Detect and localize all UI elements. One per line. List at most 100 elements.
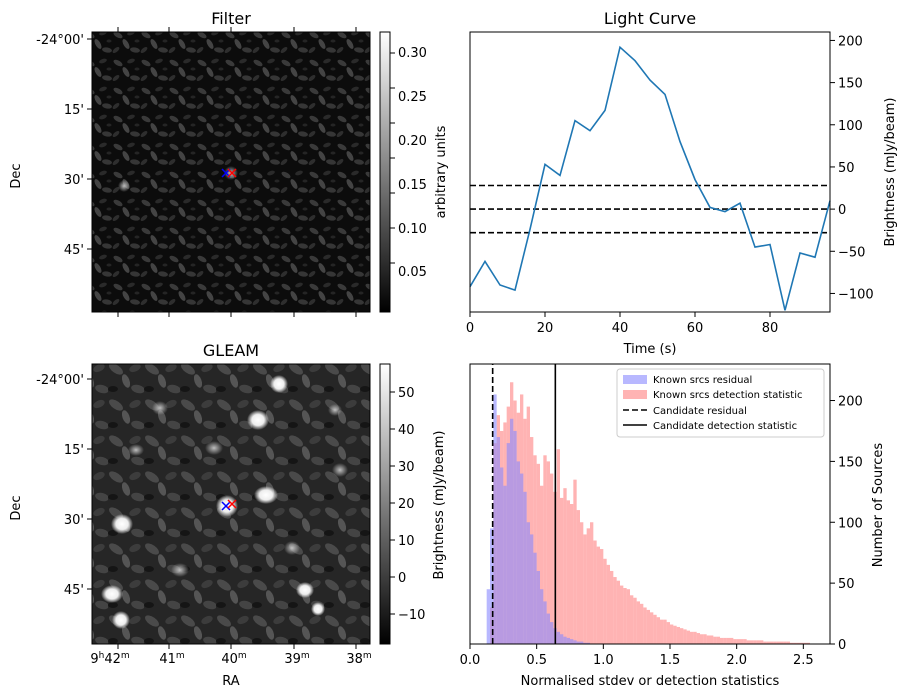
colorbar-tick-label: 0.30 <box>398 46 427 61</box>
light-curve-axes-frame <box>469 31 831 313</box>
gleam-panel: GLEAM -24°00' <box>9 341 425 689</box>
x-tick-label: 0.5 <box>526 653 547 668</box>
histogram-bar <box>536 570 540 644</box>
histogram-bar <box>523 491 527 644</box>
histogram-bar <box>533 455 537 644</box>
y-tick-label: 100 <box>838 516 863 531</box>
x-tick-label: 1.0 <box>593 653 614 668</box>
x-tick-label: 2.0 <box>726 653 747 668</box>
histogram-bar <box>566 637 570 644</box>
histogram-bar <box>700 634 704 644</box>
histogram-bar <box>740 639 744 644</box>
histogram-bar <box>706 635 710 644</box>
histogram-bar <box>583 534 587 644</box>
gleam-xlabel: RA <box>222 674 240 689</box>
histogram-x-ticks: 0.0 0.5 1.0 1.5 2.0 2.5 <box>460 644 814 668</box>
histogram-bar <box>550 622 554 644</box>
dec-tick-label: 30' <box>64 513 84 528</box>
histogram-bar <box>573 479 577 644</box>
dec-tick-label: 15' <box>64 103 84 118</box>
histogram-bar <box>716 636 720 644</box>
gleam-ylabel: Dec <box>9 495 24 520</box>
histogram-left-ylabel: Brightness (mJy/beam) <box>432 431 447 580</box>
histogram-bar <box>623 588 627 644</box>
histogram-bar <box>530 534 534 644</box>
histogram-bar <box>690 631 694 644</box>
histogram-bar <box>543 455 547 644</box>
histogram-bar <box>646 609 650 644</box>
histogram-bar <box>563 488 567 644</box>
gleam-candidate-marker <box>221 499 237 511</box>
histogram-bar <box>563 636 567 644</box>
x-tick-label: 0 <box>466 321 474 336</box>
colorbar-tick-label: 0.05 <box>398 265 427 280</box>
histogram-bar <box>723 637 727 644</box>
histogram-bar <box>620 585 624 644</box>
legend-label: Known srcs detection statistic <box>653 390 802 401</box>
histogram-bar <box>676 626 680 644</box>
histogram-bar <box>753 640 757 644</box>
histogram-bar <box>516 461 520 644</box>
histogram-bar <box>540 589 544 644</box>
gleam-dec-ticks: -24°00' 15' 30' 45' <box>36 373 92 598</box>
histogram-bar <box>730 637 734 644</box>
histogram-y-ticks: 200 150 100 50 0 <box>830 395 863 653</box>
histogram-bar <box>610 570 614 644</box>
colorbar-tick-label: −10 <box>398 608 425 623</box>
histogram-bar <box>493 394 497 644</box>
histogram-right-ylabel: Number of Sources <box>871 443 886 568</box>
histogram-bar <box>660 619 664 644</box>
legend-label: Candidate detection statistic <box>653 421 797 432</box>
colorbar-tick-label: 0.10 <box>398 222 427 237</box>
histogram-bar <box>526 522 530 644</box>
histogram-bar <box>656 617 660 644</box>
colorbar-tick-label: 0.25 <box>398 90 427 105</box>
histogram-bar <box>543 601 547 644</box>
colorbar-tick-label: 10 <box>398 534 415 549</box>
histogram-bar <box>586 528 590 644</box>
y-tick-label: 200 <box>838 34 863 49</box>
red-cross-icon <box>227 499 237 509</box>
histogram-bar <box>503 485 507 644</box>
histogram-bar <box>560 497 564 644</box>
histogram-bar <box>803 642 807 644</box>
histogram-bar <box>666 622 670 644</box>
y-tick-label: 200 <box>838 395 863 410</box>
dec-tick-label: -24°00' <box>36 33 84 48</box>
filter-candidate-marker <box>221 168 237 178</box>
dec-tick-label: -24°00' <box>36 373 84 388</box>
histogram-bar <box>796 642 800 644</box>
histogram-bar <box>633 597 637 644</box>
dec-tick-label: 30' <box>64 173 84 188</box>
histogram-bar <box>513 430 517 644</box>
gleam-ra-ticks: 9h42m 41m 40m 39m 38m <box>90 644 372 667</box>
y-tick-label: 0 <box>838 203 846 218</box>
y-tick-label: 100 <box>838 119 863 134</box>
histogram-bar <box>663 619 667 644</box>
histogram-bar <box>586 642 590 644</box>
histogram-bar <box>510 418 514 644</box>
histogram-bar <box>760 640 764 644</box>
filter-ylabel: Dec <box>9 163 24 188</box>
histogram-bar <box>786 641 790 644</box>
histogram-bar <box>693 631 697 644</box>
histogram-bar <box>636 601 640 644</box>
x-tick-label: 40 <box>612 321 629 336</box>
colorbar-tick-label: 40 <box>398 423 415 438</box>
gleam-colorbar: 50 40 30 20 10 0 −10 <box>379 363 425 645</box>
legend-label: Candidate residual <box>653 406 747 417</box>
histogram-panel: 0.0 0.5 1.0 1.5 2.0 2.5 200 150 100 50 0 Normalis… <box>432 363 886 689</box>
colorbar-tick-label: 0.20 <box>398 134 427 149</box>
histogram-bar <box>576 641 580 644</box>
histogram-bar <box>756 640 760 644</box>
histogram-bar <box>733 639 737 644</box>
histogram-bar <box>670 624 674 644</box>
histogram-bar <box>643 607 647 644</box>
y-tick-label: 0 <box>838 638 846 653</box>
y-tick-label: 50 <box>838 577 855 592</box>
colorbar-tick-label: 0 <box>398 571 406 586</box>
histogram-bar <box>560 634 564 644</box>
histogram-bar <box>546 461 550 644</box>
light-curve-x-ticks: 0 20 40 60 80 <box>466 312 778 336</box>
